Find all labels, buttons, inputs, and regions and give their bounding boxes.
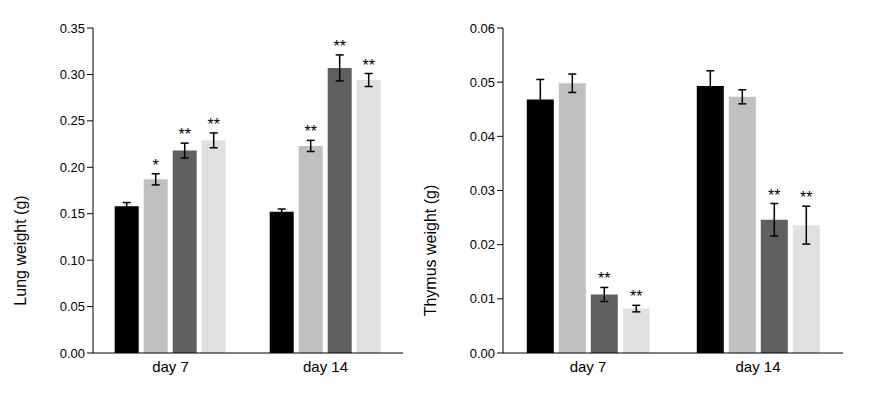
svg-text:0.06: 0.06 [470, 21, 495, 36]
svg-text:Lung weight (g): Lung weight (g) [12, 195, 29, 305]
svg-text:0.15: 0.15 [60, 206, 85, 221]
svg-text:**: ** [362, 57, 374, 74]
svg-text:day 14: day 14 [303, 358, 348, 375]
svg-text:**: ** [630, 288, 642, 305]
svg-text:0.05: 0.05 [60, 299, 85, 314]
svg-text:0.00: 0.00 [470, 346, 495, 361]
svg-text:Thymus weight (g): Thymus weight (g) [422, 185, 439, 317]
svg-text:0.02: 0.02 [470, 237, 495, 252]
svg-text:**: ** [304, 123, 316, 140]
svg-text:**: ** [598, 270, 610, 287]
svg-text:day 7: day 7 [152, 358, 189, 375]
svg-text:day 7: day 7 [570, 358, 607, 375]
svg-text:0.20: 0.20 [60, 160, 85, 175]
svg-text:0.10: 0.10 [60, 253, 85, 268]
svg-text:0.35: 0.35 [60, 21, 85, 36]
svg-text:**: ** [178, 126, 190, 143]
svg-text:0.03: 0.03 [470, 183, 495, 198]
svg-text:0.01: 0.01 [470, 291, 495, 306]
svg-text:**: ** [800, 189, 812, 206]
svg-text:**: ** [207, 116, 219, 133]
svg-text:**: ** [768, 187, 780, 204]
svg-text:**: ** [333, 38, 345, 55]
svg-text:*: * [153, 157, 159, 174]
svg-text:0.25: 0.25 [60, 113, 85, 128]
svg-text:0.05: 0.05 [470, 75, 495, 90]
svg-text:0.30: 0.30 [60, 67, 85, 82]
svg-text:0.04: 0.04 [470, 129, 495, 144]
svg-text:0.00: 0.00 [60, 346, 85, 361]
svg-text:day 14: day 14 [735, 358, 780, 375]
